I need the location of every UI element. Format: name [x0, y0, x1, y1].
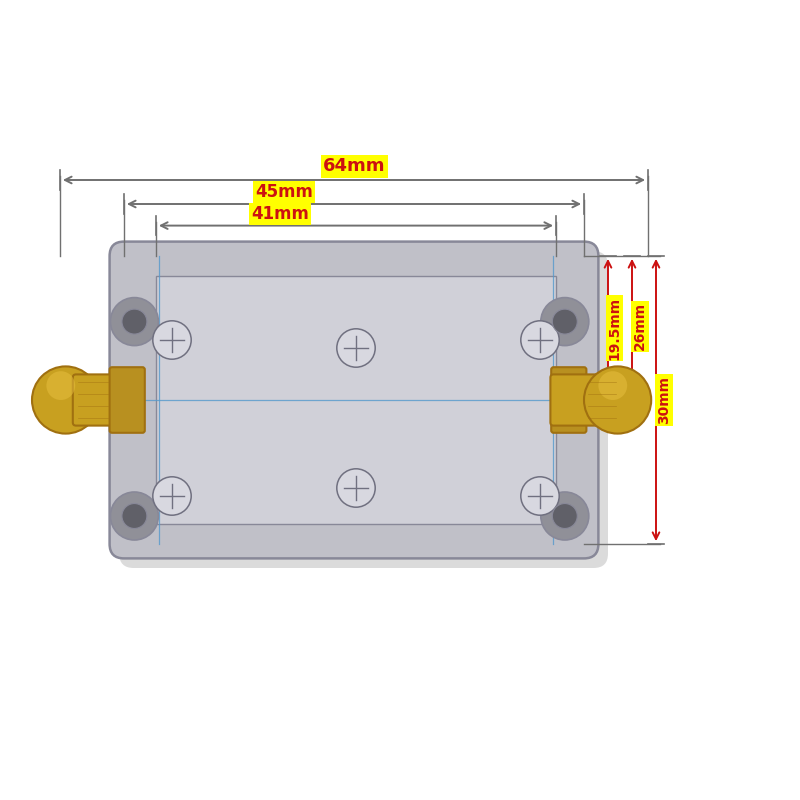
Circle shape: [521, 477, 559, 515]
Circle shape: [122, 309, 147, 334]
FancyBboxPatch shape: [73, 374, 131, 426]
Circle shape: [552, 309, 578, 334]
Circle shape: [153, 321, 191, 359]
Text: 64mm: 64mm: [323, 158, 386, 175]
Circle shape: [337, 329, 375, 367]
Circle shape: [122, 503, 147, 529]
Text: 41mm: 41mm: [251, 206, 309, 223]
Circle shape: [521, 321, 559, 359]
Circle shape: [584, 366, 651, 434]
Text: 26mm: 26mm: [633, 302, 647, 350]
Circle shape: [598, 371, 627, 400]
Bar: [156, 276, 556, 524]
Text: 19.5mm: 19.5mm: [607, 297, 622, 359]
Text: 45mm: 45mm: [255, 183, 313, 201]
FancyBboxPatch shape: [550, 374, 609, 426]
Circle shape: [337, 469, 375, 507]
Circle shape: [46, 371, 75, 400]
Circle shape: [153, 477, 191, 515]
Circle shape: [552, 503, 578, 529]
FancyBboxPatch shape: [110, 242, 598, 558]
FancyBboxPatch shape: [551, 367, 586, 433]
FancyBboxPatch shape: [119, 251, 608, 568]
Circle shape: [110, 492, 158, 540]
Text: 30mm: 30mm: [657, 376, 671, 424]
Circle shape: [32, 366, 99, 434]
Circle shape: [541, 298, 589, 346]
Circle shape: [541, 492, 589, 540]
FancyBboxPatch shape: [110, 367, 145, 433]
Circle shape: [110, 298, 158, 346]
